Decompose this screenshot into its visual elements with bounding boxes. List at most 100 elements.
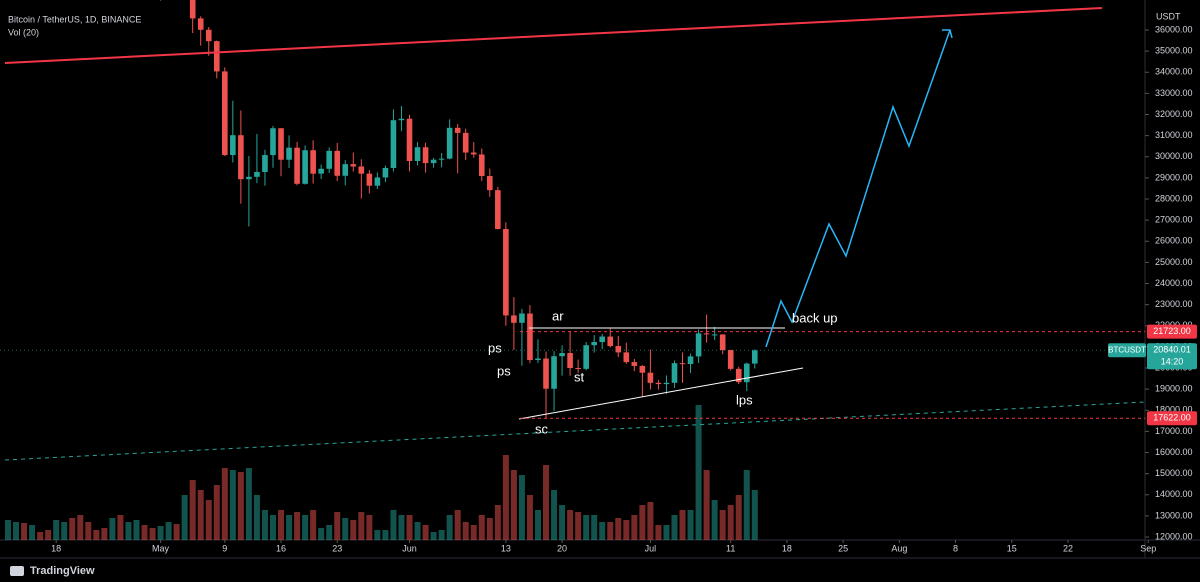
symbol-label: BTCUSDT — [1108, 345, 1146, 354]
x-tick-label: 18 — [51, 543, 61, 553]
volume-bar — [551, 490, 558, 540]
candle-body — [462, 132, 469, 153]
candle-body — [254, 171, 260, 177]
volume-bar — [53, 520, 60, 540]
candle-body — [487, 175, 493, 191]
volume-bar — [237, 472, 244, 540]
volume-bar — [165, 522, 172, 540]
volume-bar — [294, 512, 301, 540]
volume-bar — [173, 524, 180, 540]
volume-bar — [350, 520, 357, 540]
volume-bar — [141, 525, 148, 540]
candle-body — [222, 71, 228, 156]
candle-body — [567, 353, 573, 369]
candle-body — [478, 154, 485, 176]
projection-arrow — [942, 29, 953, 39]
drawings — [4, 7, 1146, 461]
candle-body — [278, 128, 284, 160]
candle-body — [711, 334, 718, 336]
symbol-tag — [1108, 343, 1146, 358]
candle-body — [695, 333, 702, 357]
volume-bar — [494, 505, 501, 540]
y-tick-label: 36000.00 — [1155, 24, 1193, 34]
volume-bar — [567, 510, 574, 540]
projection-path — [765, 29, 951, 348]
volume-bar — [133, 520, 140, 540]
volume-bar — [181, 495, 188, 540]
candle-body — [438, 158, 445, 160]
volume-bar — [29, 525, 36, 540]
volume-bar — [245, 468, 252, 540]
volume-bar — [526, 495, 533, 540]
volume-bar — [302, 515, 309, 540]
volume-bar — [221, 468, 228, 540]
candle-body — [591, 342, 597, 346]
volume-bar — [663, 525, 670, 540]
x-tick-label: Jul — [645, 543, 657, 553]
level-label: 17622.00 — [1153, 413, 1191, 423]
volume-bar — [486, 518, 493, 540]
candle-body — [615, 346, 622, 353]
volume-bar — [559, 505, 566, 540]
candle-body — [551, 356, 557, 389]
volume-bar — [109, 518, 116, 540]
x-tick-label: 8 — [953, 543, 958, 553]
volume-bar — [727, 505, 734, 540]
volume-bar — [37, 532, 44, 540]
volume-bar — [93, 530, 100, 540]
candle-body — [727, 350, 734, 369]
y-tick-label: 24000.00 — [1155, 278, 1193, 288]
y-tick-label: 27000.00 — [1155, 215, 1193, 225]
level-tag — [1147, 411, 1197, 426]
volume-bar — [719, 510, 726, 540]
volume-bar — [77, 515, 84, 540]
candle-body — [382, 167, 389, 178]
volume-bar — [695, 405, 702, 540]
candle-body — [230, 135, 236, 156]
volume-bar — [229, 470, 236, 540]
annotation: st — [574, 369, 585, 384]
volume-bar — [687, 510, 694, 540]
volume-bar — [575, 512, 582, 540]
y-tick-label: 29000.00 — [1155, 172, 1193, 182]
candle-body — [503, 229, 509, 316]
candle-body — [189, 0, 196, 19]
x-tick-label: Sep — [1140, 543, 1156, 553]
x-tick-label: 22 — [1063, 543, 1073, 553]
volume-bar — [366, 515, 373, 540]
volume-bar — [374, 530, 381, 540]
candle-body — [583, 345, 589, 369]
volume-bar — [390, 510, 397, 540]
volume-bar — [414, 522, 421, 540]
volume-bar — [69, 518, 76, 540]
candle-body — [326, 150, 332, 169]
candle-body — [495, 190, 501, 230]
candle-body — [631, 362, 638, 366]
volume-bar — [197, 490, 204, 540]
candle-body — [358, 166, 365, 174]
y-tick-label: 12000.00 — [1155, 531, 1193, 541]
brand-text: TradingView — [30, 565, 95, 577]
candle-body — [735, 368, 742, 383]
candle-body — [414, 147, 421, 161]
candle-body — [422, 147, 429, 164]
y-tick-label: 28000.00 — [1155, 193, 1193, 203]
x-tick-label: May — [152, 543, 170, 553]
volume-bar — [45, 530, 52, 540]
volume-bar — [189, 480, 196, 540]
indicator-label: Vol (20) — [8, 27, 39, 37]
volume-bar — [510, 470, 517, 540]
candle-body — [751, 350, 758, 364]
volume-bar — [269, 515, 276, 540]
volume-bar — [286, 515, 293, 540]
y-tick-label: 35000.00 — [1155, 46, 1193, 56]
volume-bar — [438, 530, 445, 540]
volume-bar — [117, 515, 124, 540]
y-tick-label: 17000.00 — [1155, 426, 1193, 436]
volume-bar — [334, 512, 341, 540]
volume-bar — [647, 502, 654, 540]
currency-label: USDT — [1156, 11, 1181, 21]
candle-body — [318, 168, 324, 174]
volume-bar — [518, 475, 525, 540]
volume-bar — [5, 520, 11, 540]
